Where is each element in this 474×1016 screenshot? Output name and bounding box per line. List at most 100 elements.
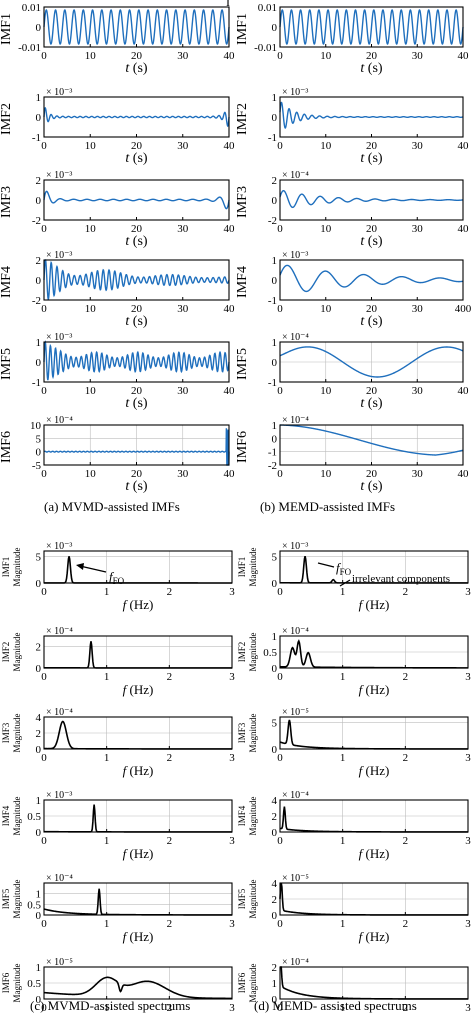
axes-frame <box>43 635 233 669</box>
x-axis-label-unit: (Hz) <box>362 682 389 697</box>
y-tick-label: 0.5 <box>27 899 41 911</box>
y-axis-label: IMF1 <box>237 557 247 578</box>
x-tick-label: 10 <box>85 468 97 480</box>
x-tick-label: 20 <box>131 385 143 397</box>
axes-frame <box>43 966 233 1000</box>
y-axis-label: IMF1 <box>1 557 11 578</box>
x-axis-label-unit: (Hz) <box>126 846 153 861</box>
axes-frame <box>279 635 469 669</box>
x-tick-label: 0 <box>277 671 283 683</box>
y-tick-label: 0 <box>272 275 278 287</box>
x-axis-label-unit: (Hz) <box>126 597 153 612</box>
y-axis-label: IMF5 <box>0 348 14 380</box>
x-tick-label: 40 <box>458 140 470 152</box>
series-line-c4 <box>44 804 232 833</box>
x-tick-label: 1 <box>340 835 346 847</box>
exponent-label: × 10⁻³ <box>282 541 308 552</box>
x-axis-label: t (s) <box>125 61 148 76</box>
x-axis-label-var: f <box>123 597 129 612</box>
x-tick-label: 0 <box>41 918 47 930</box>
x-tick-label: 20 <box>366 140 378 152</box>
x-tick-label: 30 <box>412 303 424 315</box>
y-axis-label-magnitude: Magnitude <box>248 714 258 753</box>
y-axis-label: IMF5 <box>235 348 250 380</box>
x-axis-label-unit: (Hz) <box>362 929 389 944</box>
x-axis-label: t (s) <box>360 396 383 411</box>
x-tick-label: 0 <box>277 385 283 397</box>
series-line-c6 <box>43 976 233 1000</box>
x-tick-label: 0 <box>277 303 283 315</box>
y-tick-label: 1 <box>36 962 42 974</box>
x-tick-label: 30 <box>177 468 189 480</box>
x-tick-label: 10 <box>320 385 332 397</box>
ffo-sub-left: FO <box>113 576 125 586</box>
x-axis-label-var: t <box>360 479 365 494</box>
x-tick-label: 3 <box>465 586 471 598</box>
y-axis-label: IMF2 <box>237 642 247 663</box>
y-tick-label: 1 <box>272 631 278 643</box>
x-axis-label-unit: (Hz) <box>126 1013 153 1016</box>
x-axis-label: t (s) <box>125 479 148 494</box>
x-axis-label: f (Hz) <box>123 929 154 944</box>
y-tick-label: 2 <box>36 642 42 654</box>
exponent-label: × 10⁻³ <box>46 790 72 801</box>
y-axis-label-magnitude: Magnitude <box>12 548 22 587</box>
x-tick-label: 40 <box>224 140 236 152</box>
caption-d: (d) MEMD- assisted spectrums <box>254 998 417 1013</box>
x-axis-label-unit: (s) <box>129 479 148 494</box>
y-tick-label: -0.01 <box>18 42 41 54</box>
x-tick-label: 3 <box>465 1002 471 1014</box>
x-axis-label-var: t <box>360 151 365 166</box>
x-axis-label-var: t <box>360 234 365 249</box>
y-tick-label: 2 <box>272 894 278 906</box>
y-tick-label: 0 <box>36 22 42 34</box>
y-tick-label: 4 <box>272 795 278 807</box>
y-tick-label: 0.5 <box>27 811 41 823</box>
x-tick-label: 0 <box>41 303 47 315</box>
axes-frame <box>279 799 469 833</box>
y-axis-label: IMF3 <box>235 186 250 218</box>
subplot-b5: 0 10 20 30 40-101 × 10⁻⁴t (s)IMF5 <box>235 332 469 411</box>
subplot-b4: 0 10 20 30 400-101 × 10⁻³t (s)IMF4 <box>235 250 472 329</box>
x-axis-label: f (Hz) <box>359 846 390 861</box>
x-axis-label-unit: (Hz) <box>126 682 153 697</box>
y-tick-label: 0 <box>36 275 42 287</box>
x-tick-label: 1 <box>104 1002 110 1014</box>
x-axis-label: f (Hz) <box>123 763 154 778</box>
series-line-b6 <box>279 424 464 456</box>
y-tick-label: 1 <box>272 337 278 349</box>
exponent-label: × 10⁻⁴ <box>282 170 309 181</box>
y-tick-label: 5 <box>36 551 42 563</box>
series-line-d4 <box>279 806 468 833</box>
exponent-label: × 10⁻⁵ <box>46 957 73 968</box>
exponent-label: × 10⁻⁵ <box>282 873 309 884</box>
ffo-label-left: fFO <box>109 569 125 586</box>
x-axis-label: t (s) <box>360 314 383 329</box>
y-tick-label: 2 <box>36 175 42 187</box>
series-line-c2 <box>44 641 232 669</box>
axes-frame <box>279 550 469 584</box>
x-tick-label: 3 <box>229 752 235 764</box>
y-axis-label: IMF2 <box>0 103 14 135</box>
x-axis-label-unit: (Hz) <box>362 597 389 612</box>
x-tick-label: 20 <box>131 223 143 235</box>
x-tick-label: 40 <box>458 223 470 235</box>
series-line-b3 <box>279 189 464 209</box>
x-axis-label-unit: (s) <box>364 479 383 494</box>
y-axis-label: IMF5 <box>1 888 11 909</box>
x-tick-label: 20 <box>366 223 378 235</box>
x-tick-label: 2 <box>167 918 173 930</box>
x-axis-label: t (s) <box>125 314 148 329</box>
x-tick-label: 0 <box>277 223 283 235</box>
x-tick-label: 40 <box>458 50 470 62</box>
x-axis-label: t (s) <box>360 61 383 76</box>
x-axis-label-var: t <box>125 396 130 411</box>
y-tick-label: 0.5 <box>27 978 41 990</box>
x-tick-label: 0 <box>277 918 283 930</box>
y-tick-label: 0.01 <box>258 2 277 14</box>
x-axis-label-var: f <box>359 682 365 697</box>
y-tick-label: 0 <box>36 357 42 369</box>
